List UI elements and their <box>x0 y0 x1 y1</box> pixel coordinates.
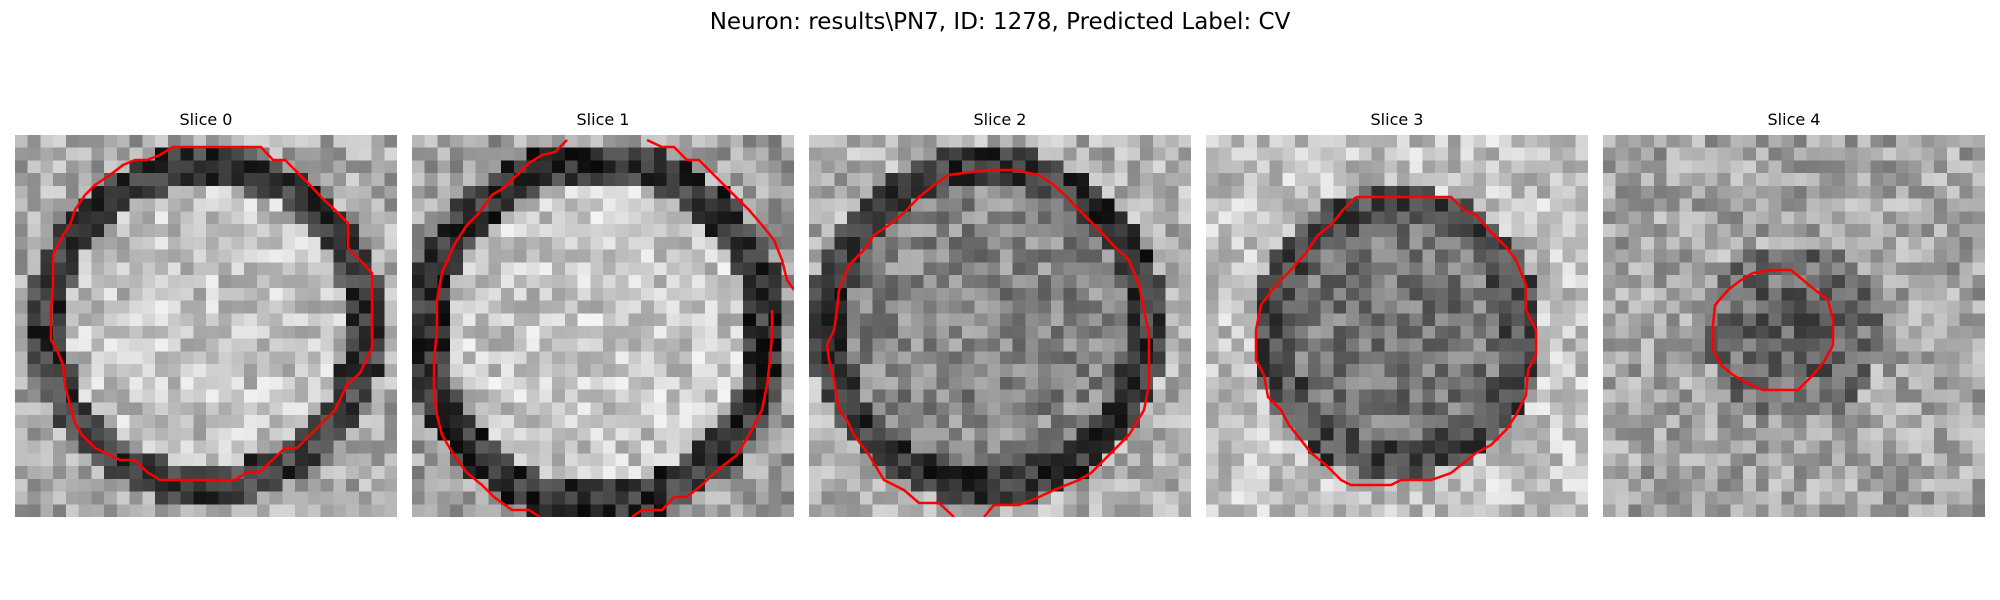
slice-title: Slice 0 <box>179 110 233 129</box>
slice-image-2 <box>809 135 1191 517</box>
segmentation-contour <box>49 145 374 482</box>
slice-image-3 <box>1206 135 1588 517</box>
slice-image-1 <box>412 135 794 517</box>
slice-panel-1: Slice 1 <box>412 110 794 517</box>
em-image <box>1206 135 1588 517</box>
figure-title: Neuron: results\PN7, ID: 1278, Predicted… <box>709 9 1291 35</box>
slice-title: Slice 4 <box>1767 110 1821 129</box>
slice-image-4 <box>1603 135 1985 517</box>
slice-image-0 <box>15 135 397 517</box>
em-image <box>15 135 397 517</box>
slice-title: Slice 3 <box>1370 110 1424 129</box>
em-image <box>809 135 1191 517</box>
segmentation-contour <box>825 168 1151 517</box>
slice-title: Slice 1 <box>576 110 630 129</box>
segmentation-contour <box>1711 268 1835 392</box>
slice-title: Slice 2 <box>973 110 1027 129</box>
slice-panel-4: Slice 4 <box>1603 110 1985 517</box>
slice-panel-2: Slice 2 <box>809 110 1191 517</box>
slice-panel-3: Slice 3 <box>1206 110 1588 517</box>
em-image <box>412 135 794 517</box>
segmentation-contour <box>1254 195 1538 487</box>
slice-panel-0: Slice 0 <box>15 110 397 517</box>
em-image <box>1603 135 1985 517</box>
segmentation-contour <box>432 138 794 517</box>
